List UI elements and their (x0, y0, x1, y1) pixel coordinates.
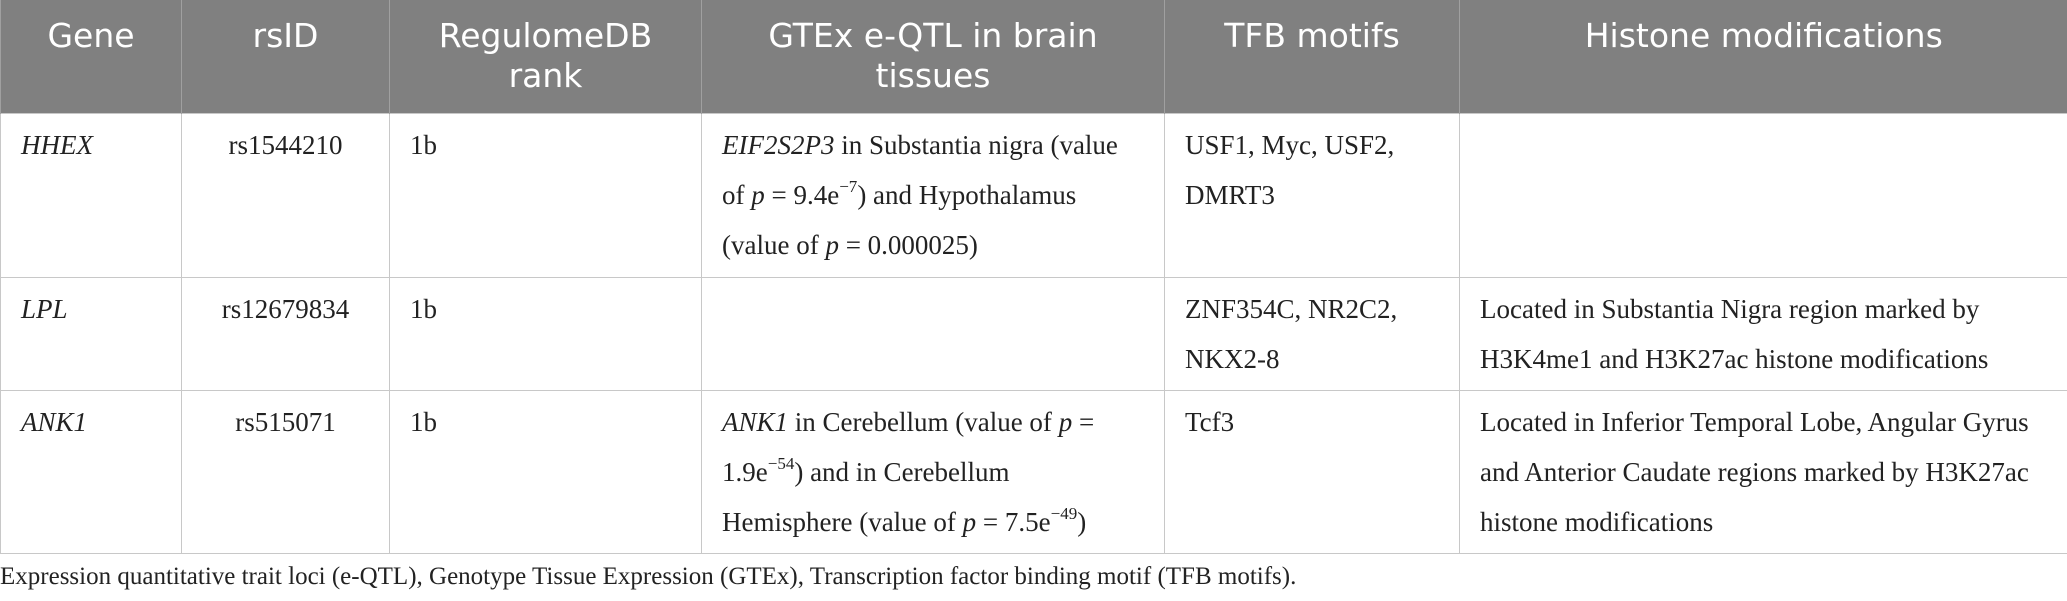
table-cell: LPL (0, 276, 182, 391)
cell-text: rs12679834 (221, 293, 350, 324)
table-cell: rs12679834 (181, 276, 390, 391)
cell-text: rs515071 (235, 406, 336, 437)
cell-text: in Cerebellum (value of (788, 406, 1059, 437)
data-table: Gene rsID RegulomeDB rank GTEx e-QTL in bra… (0, 0, 2067, 554)
cell-text: Tcf3 (1185, 406, 1235, 437)
cell-text: 1b (410, 406, 437, 437)
table-cell: ANK1 (0, 389, 182, 554)
cell-text: ) and Hypothalamus (value of (722, 179, 1077, 260)
cell-text: = 7.5e (976, 506, 1051, 537)
table-row: LPL rs12679834 1b ZNF354C, NR2C2, NKX2-8 Loc… (0, 276, 2067, 391)
table-cell: USF1, Myc, USF2, DMRT3 (1164, 112, 1460, 278)
cell-text: Located in Inferior Temporal Lobe, Angul… (1480, 406, 2029, 537)
table-cell: 1b (389, 389, 702, 554)
superscript: −49 (1050, 503, 1078, 523)
cell-text: rs1544210 (228, 129, 343, 160)
italic-text: p (751, 179, 765, 210)
italic-text: ANK1 (21, 406, 88, 437)
cell-text: in Substantia nigra (value of (722, 129, 1118, 210)
italic-text: HHEX (21, 129, 93, 160)
header-cell: TFB motifs (1164, 0, 1460, 113)
cell-text: ) and in Cerebellum Hemisphere (value of (722, 456, 1010, 537)
superscript: −54 (767, 453, 795, 473)
italic-text: EIF2S2P3 (722, 129, 835, 160)
table-cell: Located in Inferior Temporal Lobe, Angul… (1459, 389, 2067, 554)
cell-text: = 1.9e (722, 406, 1095, 487)
cell-text: ) (1077, 506, 1087, 537)
table-row: ANK1 rs515071 1b ANK1 in Cerebellum (value … (0, 389, 2067, 554)
italic-text: LPL (21, 293, 68, 324)
italic-text: p (1058, 406, 1073, 437)
table-cell: ANK1 in Cerebellum (value of p = 1.9e−54… (701, 389, 1165, 554)
italic-text: p (962, 506, 977, 537)
table-cell (701, 276, 1165, 391)
table-cell: Tcf3 (1164, 389, 1460, 554)
table-cell: rs1544210 (181, 112, 390, 278)
cell-text: 1b (410, 293, 437, 324)
table-cell: rs515071 (181, 389, 390, 554)
cell-text: 1b (410, 129, 437, 160)
table-cell: HHEX (0, 112, 182, 278)
header-cell: rsID (181, 0, 390, 113)
header-row: Gene rsID RegulomeDB rank GTEx e-QTL in bra… (0, 0, 2067, 113)
superscript: −7 (839, 176, 858, 196)
cell-text: USF1, Myc, USF2, DMRT3 (1185, 129, 1395, 210)
header-cell: GTEx e-QTL in brain tissues (701, 0, 1165, 113)
cell-text: Located in Substantia Nigra region marke… (1480, 293, 1989, 374)
italic-text: ANK1 (722, 406, 789, 437)
table-body: HHEX rs1544210 1b EIF2S2P3 in Substantia ni… (0, 112, 2067, 554)
table-cell: ZNF354C, NR2C2, NKX2-8 (1164, 276, 1460, 391)
table-cell: 1b (389, 276, 702, 391)
italic-text: p (825, 229, 839, 260)
table-cell: EIF2S2P3 in Substantia nigra (value of p… (701, 112, 1165, 278)
cell-text: = 0.000025) (838, 229, 978, 260)
header-cell: RegulomeDB rank (389, 0, 702, 113)
cell-text: = 9.4e (764, 179, 840, 210)
table-row: HHEX rs1544210 1b EIF2S2P3 in Substantia ni… (0, 112, 2067, 278)
table-cell: 1b (389, 112, 702, 278)
table-cell (1459, 112, 2067, 278)
table-cell: Located in Substantia Nigra region marke… (1459, 276, 2067, 391)
cell-text: ZNF354C, NR2C2, NKX2-8 (1185, 293, 1398, 374)
footnote: Expression quantitative trait loci (e-QT… (0, 563, 1297, 590)
header-cell: Histone modifications (1459, 0, 2067, 113)
header-cell: Gene (0, 0, 182, 113)
